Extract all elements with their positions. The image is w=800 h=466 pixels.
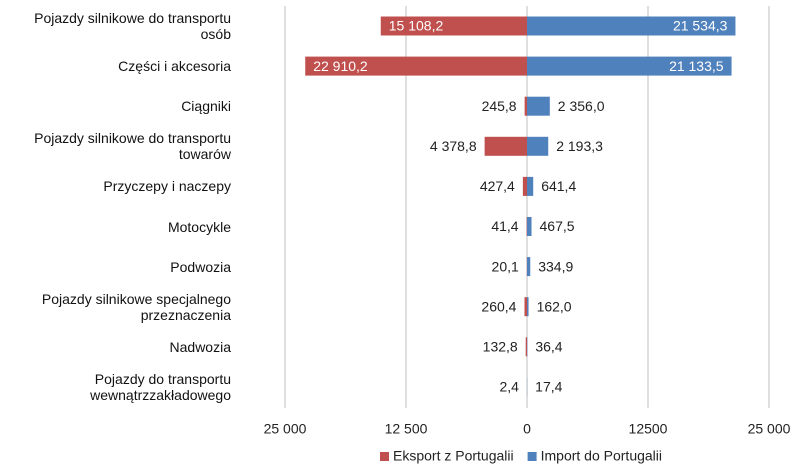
- x-tick-label: 25 000: [264, 421, 307, 437]
- category-label: Pojazdy silnikowe specjalnego przeznacze…: [41, 290, 231, 323]
- legend-label: Eksport z Portugalii: [393, 448, 514, 464]
- bar: [522, 176, 527, 196]
- x-tick-label: 25 000: [748, 421, 791, 437]
- value-label: 2 356,0: [558, 98, 605, 114]
- value-label: 641,4: [541, 178, 576, 194]
- value-label: 334,9: [538, 258, 573, 274]
- category-label: Pojazdy do transportu wewnątrzzakładoweg…: [90, 370, 231, 403]
- value-label: 15 108,2: [389, 18, 444, 34]
- category-label: Nadwozia: [169, 338, 231, 355]
- category-label: Podwozia: [170, 258, 231, 275]
- value-label: 21 534,3: [673, 18, 728, 34]
- value-label: 2 193,3: [556, 138, 603, 154]
- value-label: 4 378,8: [430, 138, 477, 154]
- bar: [525, 337, 527, 357]
- value-label: 260,4: [481, 298, 516, 314]
- bar: [484, 136, 527, 156]
- x-tick-label: 12500: [629, 421, 668, 437]
- bar: [527, 56, 732, 76]
- category-label: Pojazdy silnikowe do transportu towarów: [34, 130, 231, 163]
- value-label: 245,8: [482, 98, 517, 114]
- x-tick-label: 0: [523, 421, 531, 437]
- legend-swatch: [380, 452, 389, 461]
- value-label: 162,0: [537, 298, 572, 314]
- category-label: Części i akcesoria: [118, 58, 231, 75]
- bar: [305, 56, 527, 76]
- bar: [527, 16, 736, 36]
- bar: [527, 176, 534, 196]
- bar: [527, 297, 529, 317]
- category-label: Ciągniki: [181, 98, 231, 115]
- bar: [527, 257, 531, 277]
- value-label: 41,4: [491, 218, 518, 234]
- value-label: 467,5: [540, 218, 575, 234]
- bar: [524, 96, 527, 116]
- value-label: 427,4: [480, 178, 515, 194]
- bar: [527, 217, 532, 236]
- value-label: 22 910,2: [313, 58, 368, 74]
- category-label: Przyczepy i naczepy: [103, 178, 231, 195]
- bar: [380, 16, 527, 36]
- value-label: 132,8: [483, 339, 518, 355]
- x-tick-label: 12 500: [385, 421, 428, 437]
- value-label: 21 133,5: [669, 58, 724, 74]
- bar: [527, 96, 550, 116]
- bar: [524, 297, 527, 317]
- category-label: Motocykle: [167, 218, 231, 235]
- bar: [527, 136, 549, 156]
- legend-swatch: [527, 452, 537, 461]
- value-label: 20,1: [492, 258, 519, 274]
- value-label: 17,4: [535, 379, 562, 395]
- category-label: Pojazdy silnikowe do transportu osób: [34, 10, 231, 42]
- value-label: 2,4: [500, 379, 520, 395]
- legend-label: Import do Portugalii: [541, 448, 662, 464]
- value-label: 36,4: [535, 339, 562, 355]
